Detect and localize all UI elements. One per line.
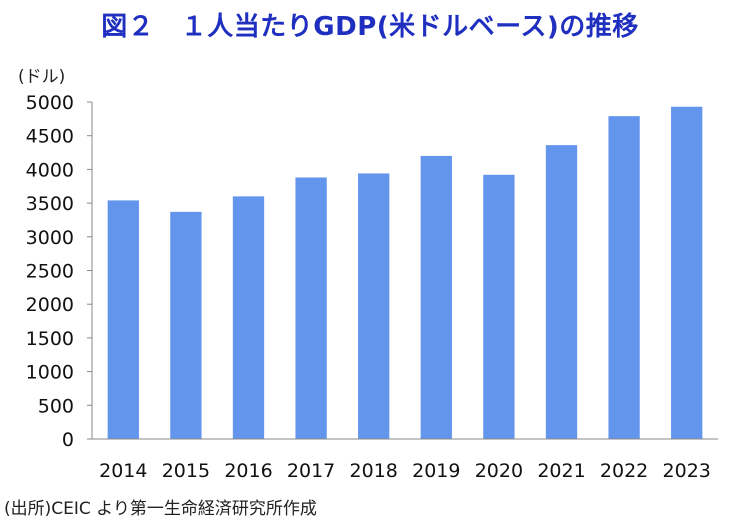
bar-2019 (420, 155, 452, 440)
x-tick-label: 2015 (162, 460, 210, 482)
x-tick-label: 2021 (537, 460, 585, 482)
x-tick-label: 2019 (412, 460, 460, 482)
y-axis-ticks: 0 500 1000 1500 2000 2500 3000 3500 4000 4500 5000 (26, 92, 92, 451)
x-axis-ticks: 2014 2015 2016 2017 2018 2019 2020 2021 2022 2023 (99, 460, 711, 482)
y-tick-label: 500 (38, 395, 74, 417)
y-tick-label: 2000 (26, 294, 74, 316)
bar-2023 (671, 106, 703, 439)
x-tick-label: 2023 (663, 460, 711, 482)
x-tick-label: 2016 (224, 460, 272, 482)
bar-2018 (358, 173, 390, 439)
y-tick-label: 1500 (26, 328, 74, 350)
y-axis-unit-label: (ドル) (18, 67, 66, 87)
y-tick-label: 3000 (26, 227, 74, 249)
bar-2022 (608, 116, 640, 440)
y-tick-label: 4000 (26, 159, 74, 181)
chart-title: 図２ １人当たりGDP(米ドルベース)の推移 (101, 12, 639, 42)
y-tick-label: 2500 (26, 261, 74, 283)
y-tick-label: 0 (62, 429, 74, 451)
y-tick-label: 3500 (26, 193, 74, 215)
axes (91, 102, 718, 440)
bar-2014 (107, 200, 139, 439)
x-tick-label: 2017 (287, 460, 335, 482)
bar-2017 (295, 177, 327, 439)
x-tick-label: 2020 (475, 460, 523, 482)
x-tick-label: 2018 (350, 460, 398, 482)
x-tick-label: 2022 (600, 460, 648, 482)
bar-2016 (232, 196, 265, 439)
y-tick-label: 4500 (26, 126, 74, 148)
y-tick-label: 5000 (26, 92, 74, 114)
x-tick-label: 2014 (99, 460, 147, 482)
bars (107, 106, 703, 440)
bar-2020 (483, 174, 515, 440)
bar-2015 (170, 211, 202, 439)
bar-2021 (545, 145, 578, 440)
source-note: (出所)CEIC より第一生命経済研究所作成 (4, 499, 317, 519)
y-tick-label: 1000 (26, 362, 74, 384)
